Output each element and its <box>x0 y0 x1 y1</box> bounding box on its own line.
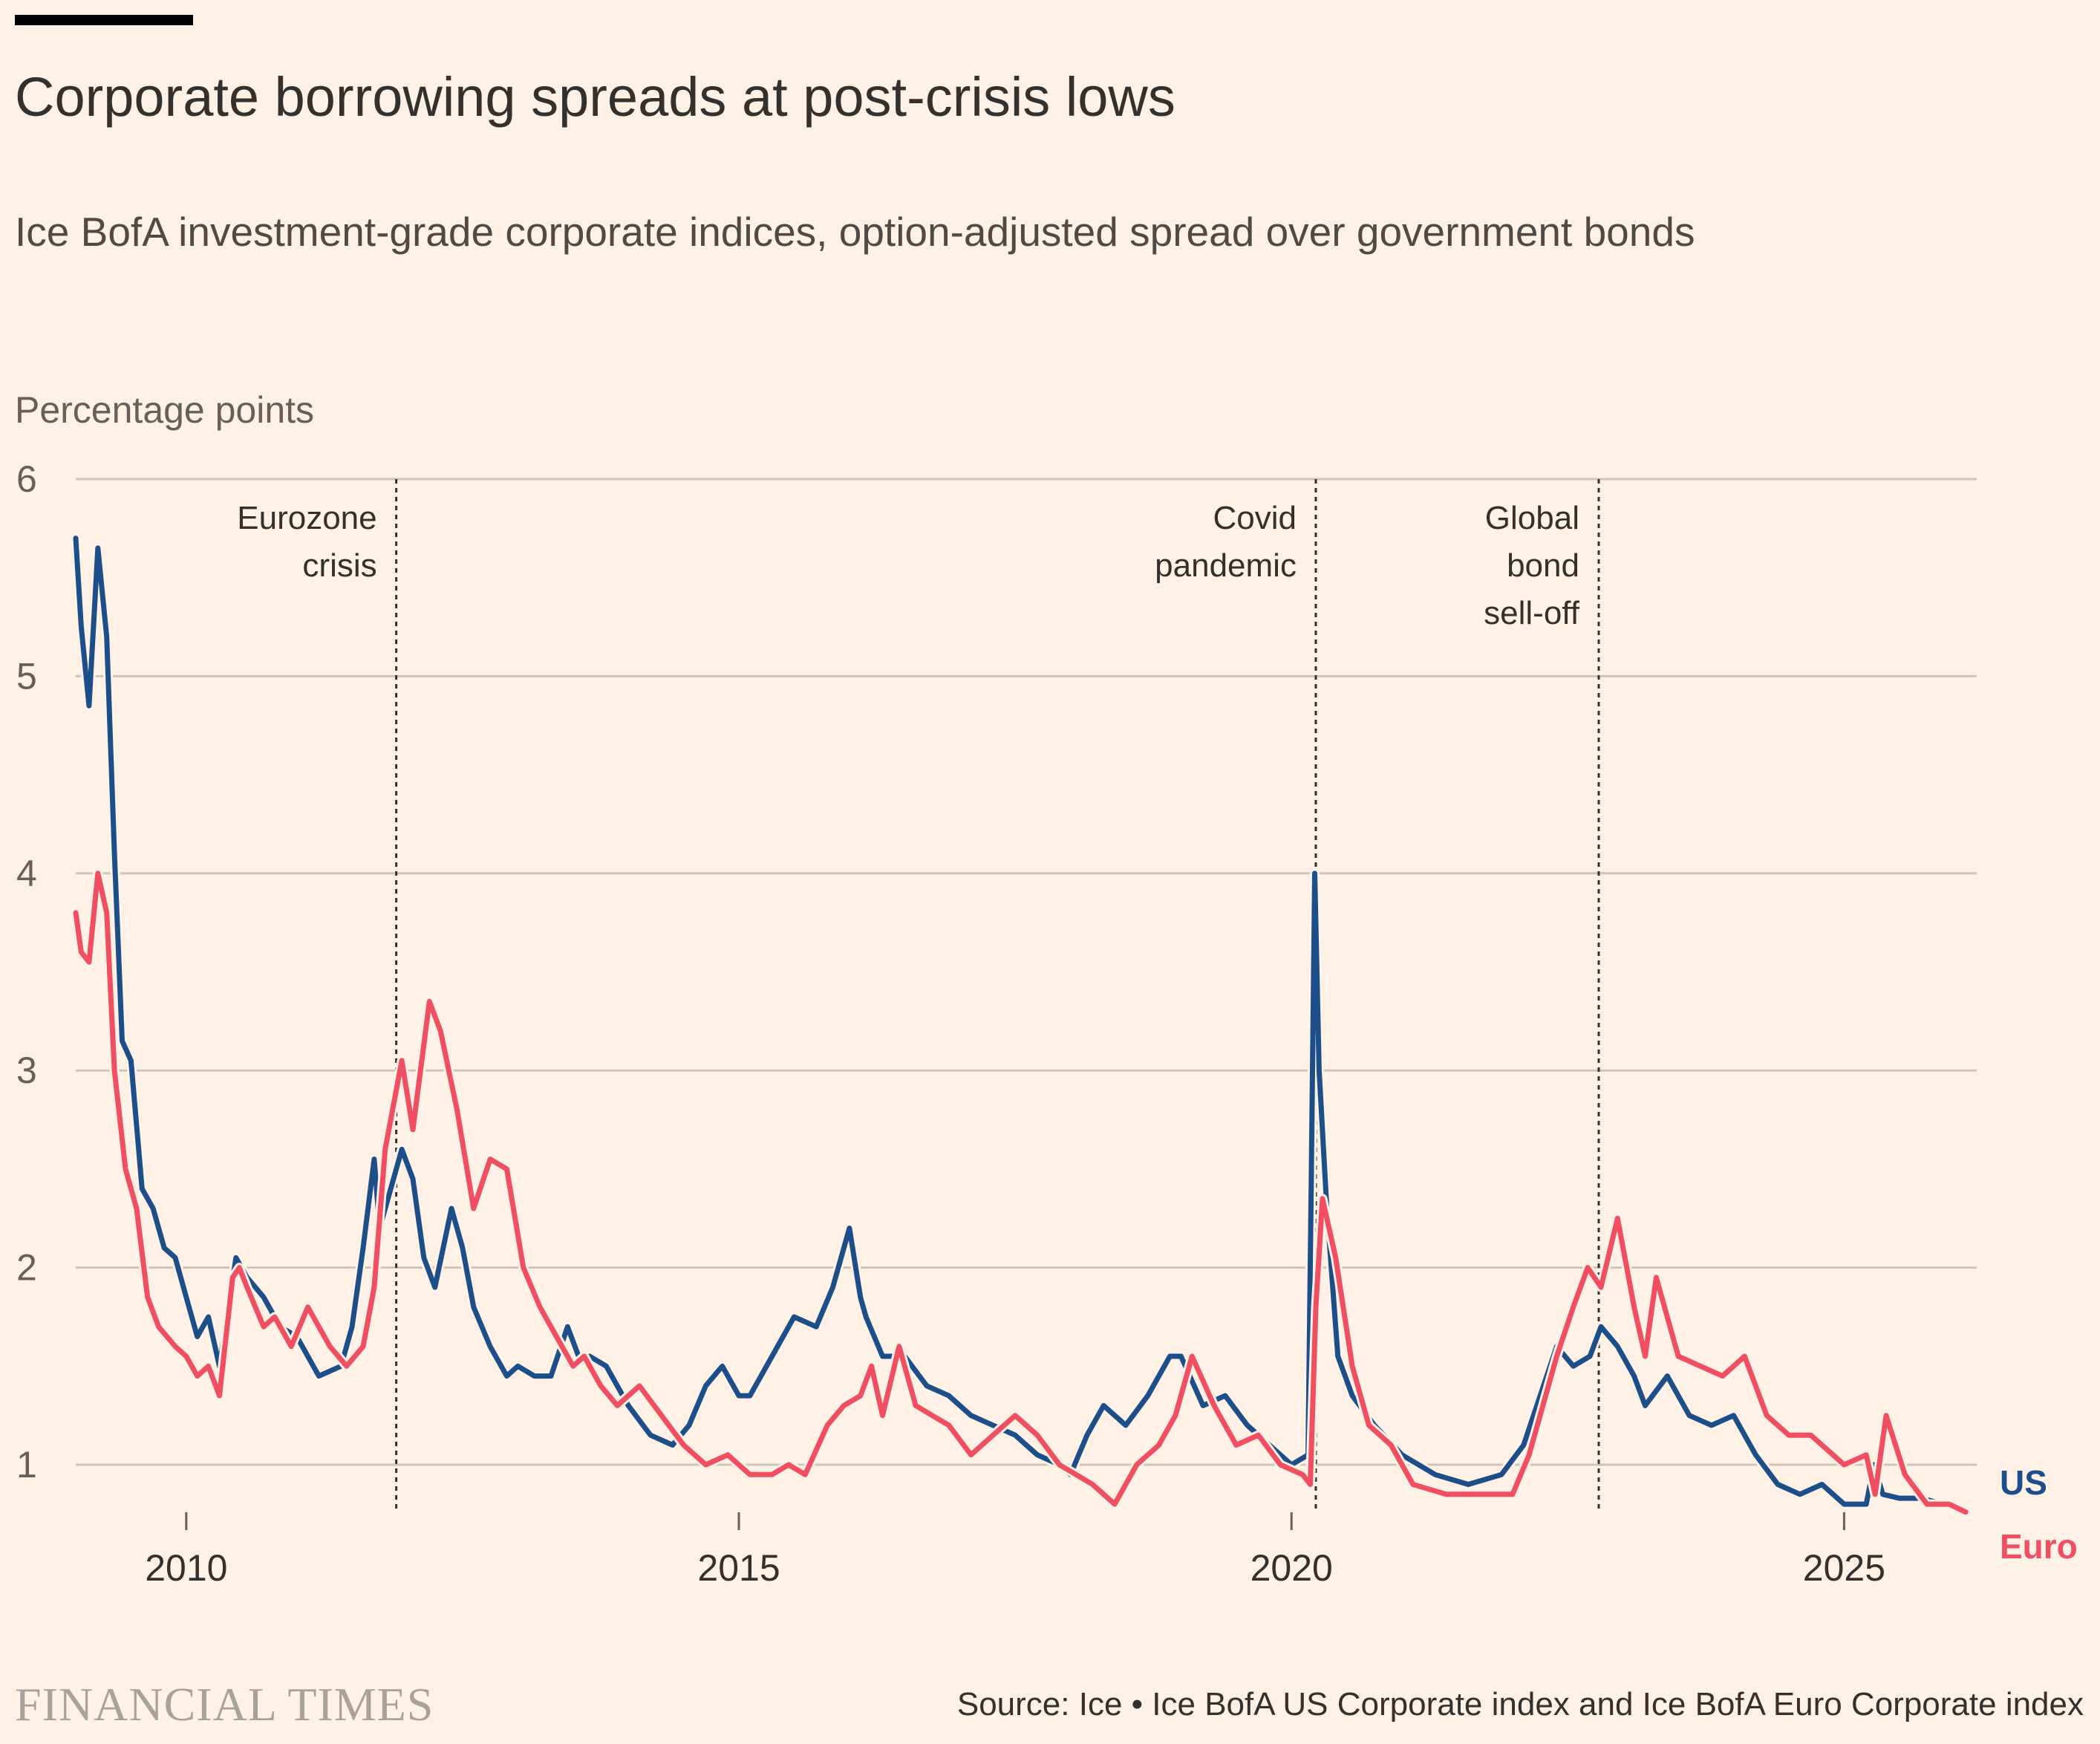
source-note: Source: Ice • Ice BofA US Corporate inde… <box>956 1686 2084 1722</box>
y-tick-label-2: 2 <box>16 1247 37 1289</box>
annotation-label-1: Eurozone crisis <box>237 500 376 584</box>
legend-label-euro: Euro <box>2000 1527 2078 1566</box>
legend-label-us: US <box>2000 1463 2047 1502</box>
y-tick-label-1: 1 <box>16 1444 37 1486</box>
series-line-us <box>73 536 1969 1515</box>
y-tick-label-5: 5 <box>16 655 37 697</box>
y-tick-label-6: 6 <box>16 458 37 500</box>
data-series <box>71 533 1971 1517</box>
annotation-label-2: Covid pandemic <box>1155 500 1297 584</box>
y-axis-title: Percentage points <box>15 389 315 431</box>
y-tick-label-4: 4 <box>16 853 37 894</box>
series-halo-euro <box>71 868 1971 1517</box>
gridlines <box>76 478 1977 1530</box>
x-tick-label-2025: 2025 <box>1803 1547 1885 1589</box>
y-tick-label-3: 3 <box>16 1050 37 1091</box>
annotation-label-3: Global bond sell-off <box>1484 500 1580 631</box>
series-legend: US Euro <box>2000 1463 2078 1566</box>
y-tick-labels: 1 2 3 4 5 6 <box>16 458 37 1486</box>
x-tick-label-2015: 2015 <box>697 1547 780 1589</box>
series-halo-us <box>71 533 1971 1517</box>
chart-title: Corporate borrowing spreads at post-cris… <box>15 66 1175 128</box>
top-accent-bar <box>15 15 193 25</box>
x-tick-labels: 2010 2015 2020 2025 <box>145 1547 1885 1589</box>
x-tick-label-2020: 2020 <box>1250 1547 1333 1589</box>
event-annotations: Eurozone crisis Covid pandemic Global bond sel… <box>237 479 1600 1512</box>
x-tick-label-2010: 2010 <box>145 1547 227 1589</box>
ft-logo: FINANCIAL TIMES <box>15 1678 434 1731</box>
chart-subtitle: Ice BofA investment-grade corporate indi… <box>15 209 1695 255</box>
series-line-euro <box>73 871 1969 1515</box>
